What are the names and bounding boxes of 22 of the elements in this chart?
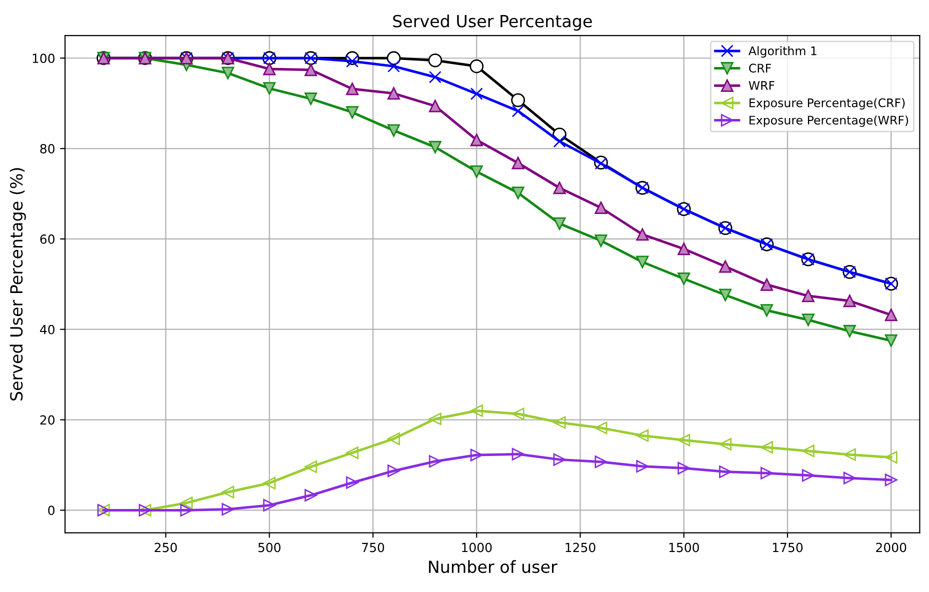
x-tick-label: 1000 <box>462 542 492 552</box>
legend-label: Exposure Percentage(CRF) <box>750 98 905 110</box>
x-tick-label: 250 <box>154 542 177 552</box>
x-tick-label: 2000 <box>876 542 906 552</box>
legend-label: Algorithm 1 <box>748 46 816 58</box>
x-tick-label: 1500 <box>669 542 699 552</box>
x-tick-label: 1750 <box>772 542 803 552</box>
x-tick-label: 1250 <box>566 542 596 552</box>
legend-label: Exposure Percentage(WRF) <box>750 115 908 127</box>
x-tick-label: 750 <box>362 542 384 552</box>
legend-label: CRF <box>749 64 771 73</box>
x-tick-label: 500 <box>258 542 280 552</box>
legend-label: WRF <box>748 81 774 90</box>
chart-title: Served User Percentage <box>393 14 592 31</box>
y-tick-label: 80 <box>40 144 54 154</box>
y-tick-label: 0 <box>48 506 54 516</box>
y-tick-label: 60 <box>40 234 54 244</box>
y-tick-label: 100 <box>32 54 54 64</box>
y-tick-label: 40 <box>40 324 54 334</box>
y-axis-title: Served User Percentage (%) <box>10 168 26 400</box>
x-axis-title: Number of user <box>429 560 558 574</box>
y-tick-label: 20 <box>40 415 54 425</box>
